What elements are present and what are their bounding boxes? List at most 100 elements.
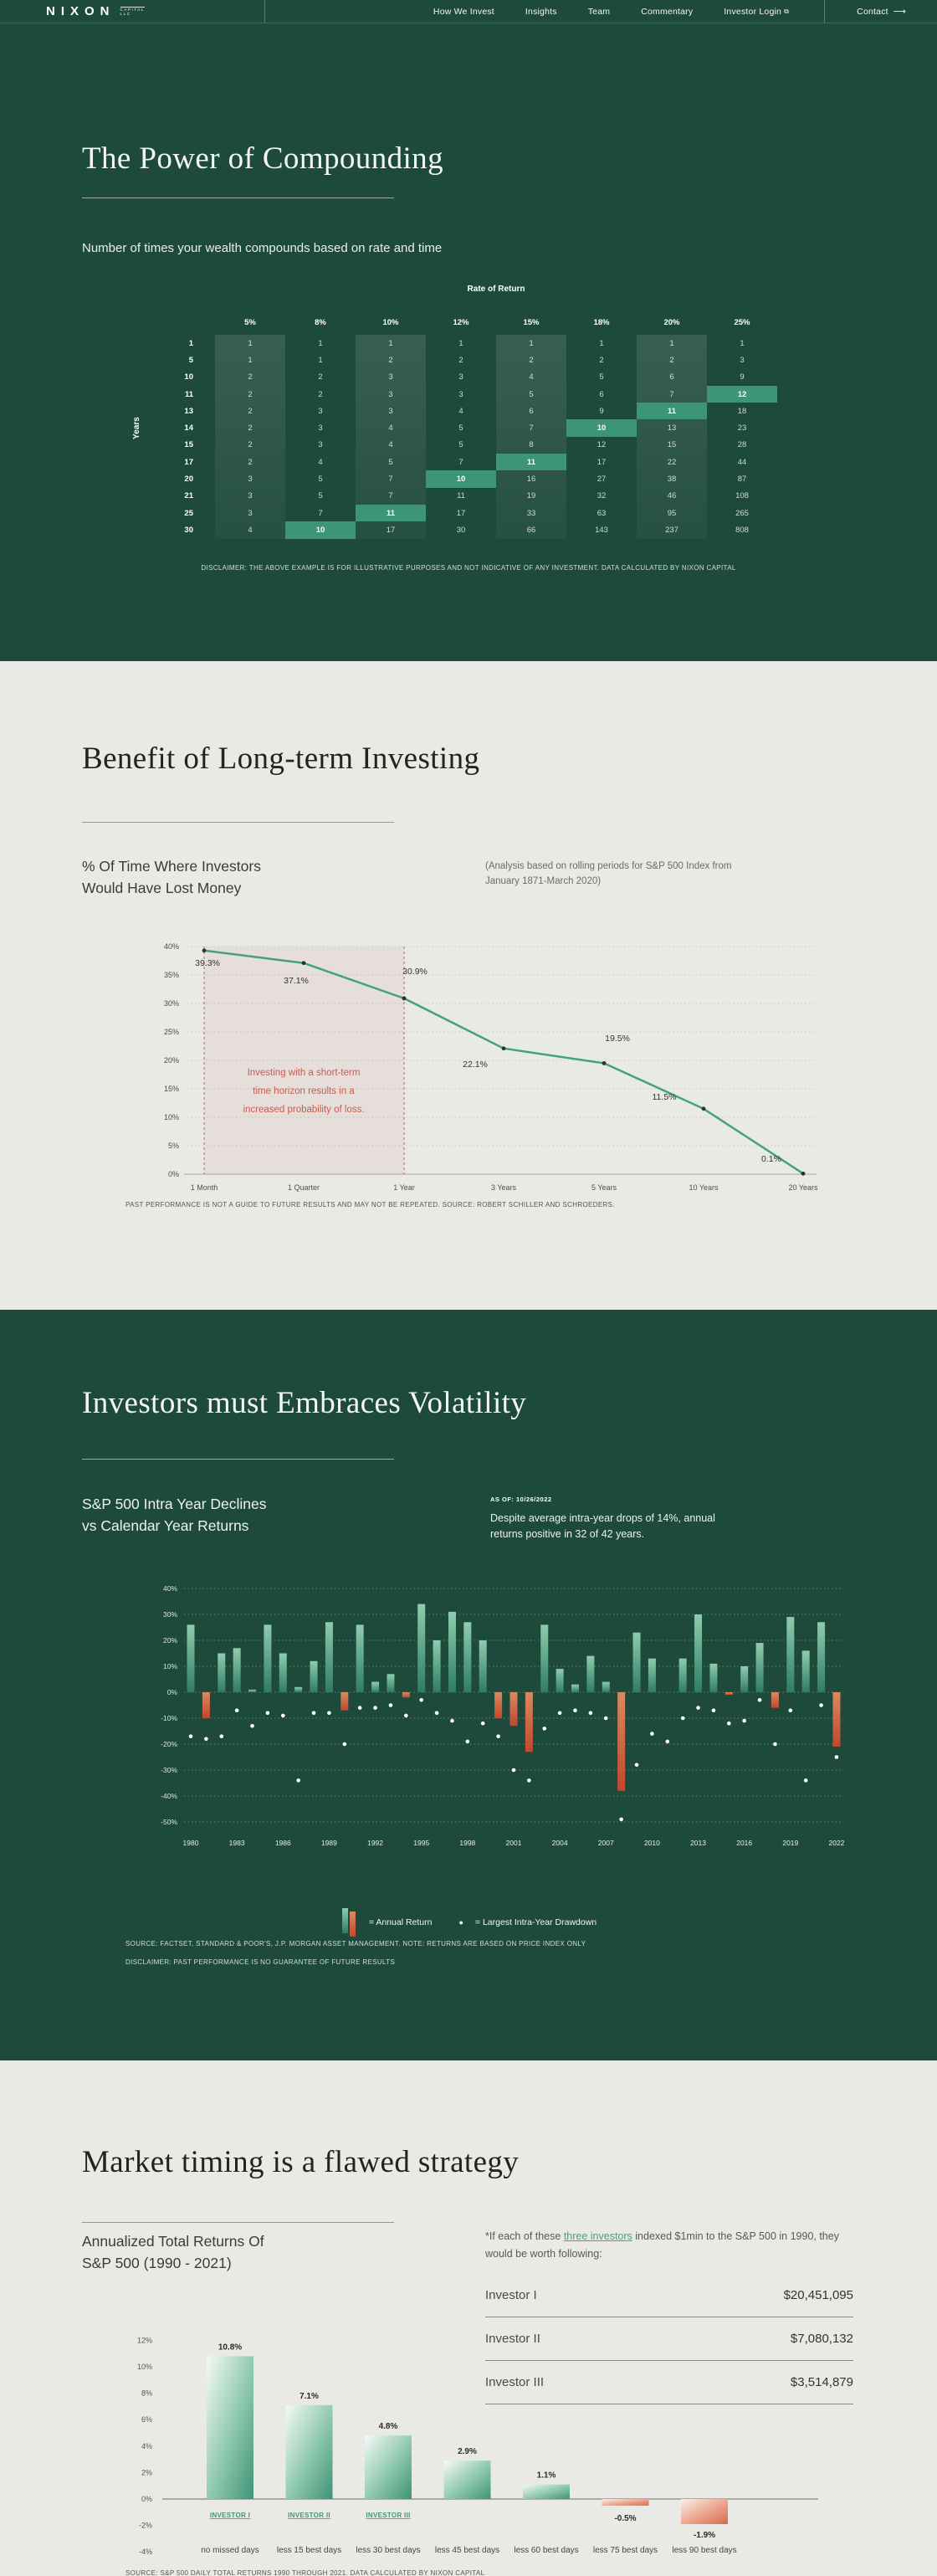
nav-links: How We Invest Insights Team Commentary I… [265, 0, 824, 23]
cell-25-5%: 3 [248, 508, 253, 518]
rate-header: 15% [523, 317, 540, 327]
investor-bar-label: INVESTOR II [288, 2512, 330, 2519]
dot-1997 [450, 1718, 454, 1723]
dot-1989 [327, 1711, 331, 1716]
cell-25-25%: 265 [735, 508, 749, 518]
dot-2013 [696, 1706, 700, 1710]
svg-text:10%: 10% [164, 1113, 179, 1121]
bar-2012 [678, 1658, 687, 1692]
chart-heading: Annualized Total Returns Of S&P 500 (199… [82, 2233, 264, 2272]
top-nav: NIXON CAPITAL LLC How We Invest Insights… [0, 0, 937, 23]
svg-text:10%: 10% [137, 2363, 152, 2371]
cell-17-8%: 4 [318, 457, 323, 467]
bar-2003 [540, 1624, 549, 1692]
rate-header: 8% [315, 317, 326, 327]
investor-value: $20,451,095 [783, 2288, 853, 2302]
clipped-source-line: SOURCE: S&P 500 DAILY TOTAL RETURNS 1990… [125, 2569, 485, 2576]
rate-of-return-axis-label: Rate of Return [467, 285, 525, 294]
nav-commentary[interactable]: Commentary [641, 6, 694, 17]
cell-11-5%: 2 [248, 389, 253, 399]
bar-2013 [694, 1614, 703, 1692]
chart-note: (Analysis based on rolling periods for S… [485, 861, 732, 886]
svg-text:-2%: -2% [139, 2522, 152, 2530]
legend-bar-swatches [341, 1908, 356, 1937]
investor-value: $7,080,132 [790, 2332, 853, 2346]
svg-text:30%: 30% [163, 1610, 177, 1619]
nav-team[interactable]: Team [587, 6, 611, 17]
external-link-icon: ⧉ [784, 7, 789, 15]
svg-text:less 45 best days: less 45 best days [435, 2546, 499, 2555]
bar-6 [602, 2499, 649, 2506]
svg-text:no missed days: no missed days [201, 2546, 259, 2555]
cell-13-25%: 18 [737, 406, 747, 416]
three-investors-link[interactable]: three investors [563, 2230, 632, 2242]
column-stripe [637, 335, 707, 539]
cell-17-5%: 2 [248, 457, 253, 467]
svg-text:10 Years: 10 Years [689, 1183, 719, 1192]
bar-1994 [402, 1692, 410, 1698]
cell-15-5%: 2 [248, 440, 253, 450]
cell-21-25%: 108 [735, 491, 749, 501]
svg-text:2013: 2013 [690, 1839, 706, 1847]
chart-source-2: DISCLAIMER: PAST PERFORMANCE IS NO GUARA… [125, 1958, 396, 1966]
arrow-right-icon: ⟶ [893, 6, 906, 17]
bar-1993 [387, 1674, 395, 1692]
cell-30-10%: 17 [386, 525, 396, 535]
divider [82, 822, 394, 823]
cell-13-18%: 9 [599, 406, 604, 416]
dot-1983 [234, 1708, 239, 1712]
nav-investor-login[interactable]: Investor Login ⧉ [724, 6, 789, 17]
brand-subtitle-line2: LLC [120, 11, 131, 16]
section-title: Benefit of Long-term Investing [82, 741, 480, 776]
year-label: 20 [184, 475, 193, 485]
year-label: 30 [184, 525, 193, 535]
svg-text:2016: 2016 [736, 1839, 752, 1847]
cell-21-20%: 46 [667, 491, 677, 501]
dot-2020 [803, 1778, 808, 1783]
bar-1990 [340, 1692, 349, 1711]
nav-how-we-invest[interactable]: How We Invest [433, 6, 494, 17]
svg-text:15%: 15% [164, 1085, 179, 1093]
cell-25-10%: 11 [356, 504, 426, 522]
svg-text:increased probability of loss.: increased probability of loss. [243, 1105, 364, 1115]
cell-5-10%: 2 [388, 355, 393, 365]
bar-2022 [832, 1692, 841, 1747]
nav-insights[interactable]: Insights [525, 6, 557, 17]
svg-text:2004: 2004 [552, 1839, 568, 1847]
dot-2008 [619, 1817, 623, 1822]
svg-text:4%: 4% [141, 2442, 152, 2450]
cell-5-25%: 3 [740, 355, 745, 365]
table-header-row: 5% 8% 10% 12% 15% 18% 20% 25% [82, 310, 777, 335]
nav-contact[interactable]: Contact ⟶ [857, 6, 906, 17]
bar-2014 [709, 1663, 718, 1692]
cell-15-12%: 5 [458, 440, 463, 450]
table-row: 25 3 7 11 17 33 63 95 265 [82, 504, 777, 522]
svg-text:40%: 40% [163, 1584, 177, 1593]
svg-text:-40%: -40% [161, 1792, 177, 1800]
bar-1995 [417, 1604, 426, 1692]
cell-14-15%: 7 [529, 423, 534, 434]
bar-2006 [586, 1655, 595, 1692]
cell-21-5%: 3 [248, 491, 253, 501]
svg-text:-50%: -50% [161, 1818, 177, 1826]
cell-11-8%: 2 [318, 389, 323, 399]
cell-17-12%: 7 [458, 457, 463, 467]
dot-2001 [511, 1768, 516, 1773]
cell-14-20%: 13 [667, 423, 677, 434]
table-row: 10 2 2 3 3 4 5 6 9 [82, 369, 777, 386]
bar-1992 [371, 1681, 380, 1692]
logo[interactable]: NIXON CAPITAL LLC [0, 0, 265, 23]
cell-21-18%: 32 [597, 491, 607, 501]
dot-2004 [557, 1711, 562, 1716]
bar-1991 [356, 1624, 364, 1692]
bar-1989 [325, 1622, 333, 1692]
rate-header: 18% [593, 317, 610, 327]
bar-5 [523, 2484, 570, 2499]
svg-text:2001: 2001 [506, 1839, 522, 1847]
cell-1-15%: 1 [529, 338, 534, 348]
bar-1986 [279, 1653, 287, 1692]
svg-text:22.1%: 22.1% [463, 1060, 488, 1070]
dot-2007 [603, 1716, 608, 1721]
cell-14-12%: 5 [458, 423, 463, 434]
